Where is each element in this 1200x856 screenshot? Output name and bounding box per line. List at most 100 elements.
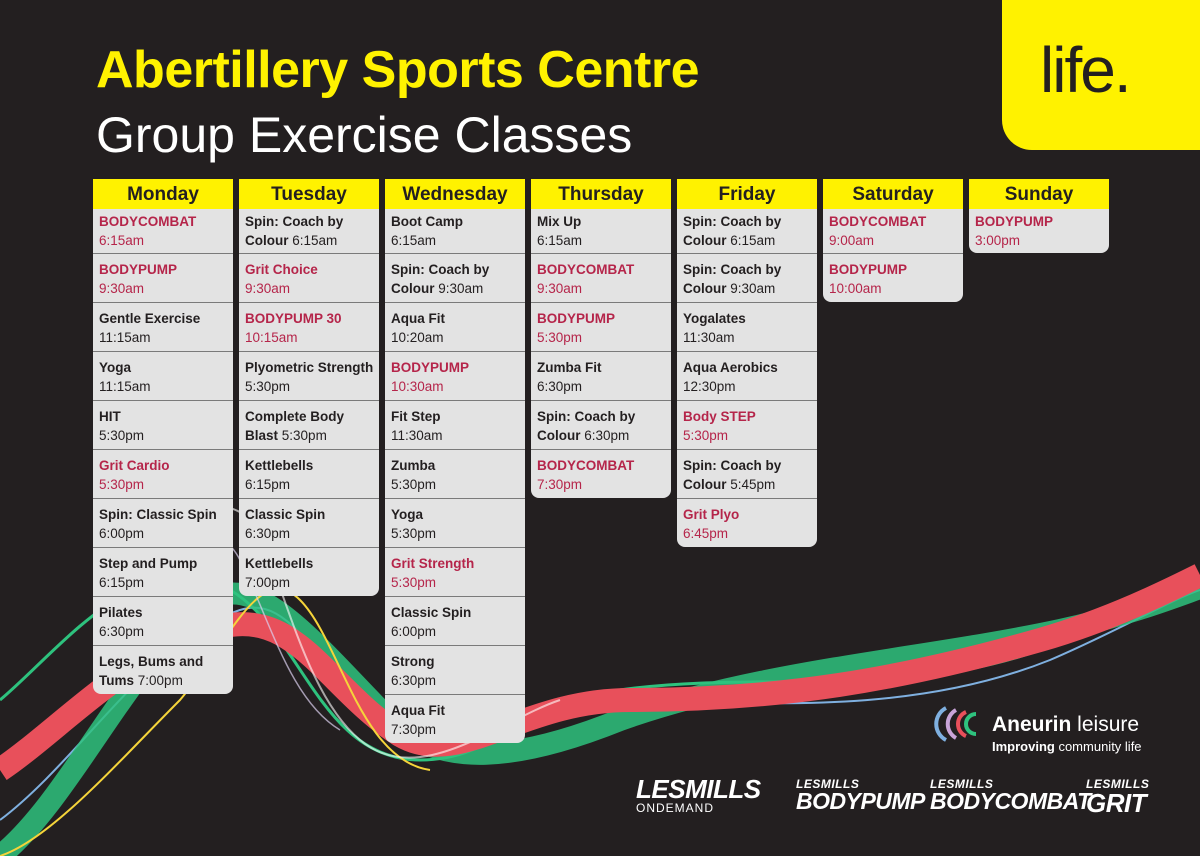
class-entry: BODYPUMP 9:30am — [93, 253, 233, 302]
class-entry: Aqua Aerobics 12:30pm — [677, 351, 817, 400]
class-time: 9:30am — [438, 281, 484, 296]
lesmills-grit-logo: LESMILLS GRIT — [1086, 777, 1150, 818]
class-time: 12:30pm — [683, 379, 736, 394]
class-entry: Spin: Classic Spin 6:00pm — [93, 498, 233, 547]
class-entry: Gentle Exercise 11:15am — [93, 302, 233, 351]
class-name: Zumba — [391, 458, 436, 473]
class-name: BODYPUMP 30 — [245, 311, 342, 326]
day-column-thursday: Thursday Mix Up 6:15am BODYCOMBAT 9:30am BO… — [531, 179, 671, 498]
class-entry: Spin: Coach by Colour 5:45pm — [677, 449, 817, 498]
day-header: Friday — [677, 179, 817, 209]
class-time: 5:30pm — [683, 428, 729, 443]
class-entry: Fit Step 11:30am — [385, 400, 525, 449]
class-name: Grit Cardio — [99, 458, 170, 473]
class-entry: BODYPUMP 3:00pm — [969, 209, 1109, 253]
class-time: 5:30pm — [391, 575, 437, 590]
class-time: 9:30am — [537, 281, 583, 296]
class-time: 10:30am — [391, 379, 444, 394]
class-name: HIT — [99, 409, 121, 424]
class-time: 6:15am — [730, 233, 776, 248]
class-entry: Complete Body Blast 5:30pm — [239, 400, 379, 449]
class-name: Kettlebells — [245, 458, 314, 473]
day-column-saturday: Saturday BODYCOMBAT 9:00am BODYPUMP 10:00a… — [823, 179, 963, 302]
class-name: Grit Choice — [245, 262, 318, 277]
class-time: 6:30pm — [245, 526, 291, 541]
class-entry: Plyometric Strength 5:30pm — [239, 351, 379, 400]
day-column-wednesday: Wednesday Boot Camp 6:15am Spin: Coach by … — [385, 179, 525, 743]
class-entry: Strong 6:30pm — [385, 645, 525, 694]
class-time: 5:30pm — [537, 330, 583, 345]
class-name: BODYPUMP — [829, 262, 908, 277]
class-list: BODYCOMBAT 6:15am BODYPUMP 9:30am Gentle E… — [93, 209, 233, 694]
class-time: 7:00pm — [137, 673, 183, 688]
class-entry: Step and Pump 6:15pm — [93, 547, 233, 596]
class-time: 5:30pm — [391, 477, 437, 492]
day-header: Saturday — [823, 179, 963, 209]
class-time: 6:30pm — [537, 379, 583, 394]
day-column-monday: Monday BODYCOMBAT 6:15am BODYPUMP 9:30am Ge… — [93, 179, 233, 694]
day-column-sunday: Sunday BODYPUMP 3:00pm — [969, 179, 1109, 253]
class-list: BODYPUMP 3:00pm — [969, 209, 1109, 253]
class-time: 10:20am — [391, 330, 444, 345]
class-name: Pilates — [99, 605, 143, 620]
class-entry: Kettlebells 6:15pm — [239, 449, 379, 498]
class-name: Yogalates — [683, 311, 746, 326]
class-name: BODYPUMP — [537, 311, 616, 326]
class-name: Gentle Exercise — [99, 311, 201, 326]
class-time: 6:15am — [99, 233, 145, 248]
class-name: Boot Camp — [391, 214, 463, 229]
life-logo-text: life. — [1040, 34, 1132, 106]
class-name: Zumba Fit — [537, 360, 602, 375]
class-name: BODYPUMP — [391, 360, 470, 375]
class-name: Mix Up — [537, 214, 582, 229]
class-list: Boot Camp 6:15am Spin: Coach by Colour 9:… — [385, 209, 525, 743]
class-entry: HIT 5:30pm — [93, 400, 233, 449]
class-name: Yoga — [99, 360, 132, 375]
class-name: Step and Pump — [99, 556, 198, 571]
class-time: 6:15pm — [99, 575, 145, 590]
class-time: 7:30pm — [391, 722, 437, 737]
class-time: 6:15am — [537, 233, 583, 248]
class-entry: Spin: Coach by Colour 6:30pm — [531, 400, 671, 449]
class-time: 5:30pm — [99, 428, 145, 443]
class-name: Legs, Bums and Tums — [99, 654, 204, 688]
page-title: Abertillery Sports Centre — [96, 41, 700, 99]
day-header: Tuesday — [239, 179, 379, 209]
class-time: 9:30am — [99, 281, 145, 296]
class-entry: Zumba 5:30pm — [385, 449, 525, 498]
class-name: BODYPUMP — [975, 214, 1054, 229]
class-name: Fit Step — [391, 409, 441, 424]
class-name: Spin: Coach by Colour — [683, 262, 782, 296]
class-entry: Spin: Coach by Colour 9:30am — [385, 253, 525, 302]
class-time: 10:00am — [829, 281, 882, 296]
day-column-tuesday: Tuesday Spin: Coach by Colour 6:15am Grit … — [239, 179, 379, 596]
class-time: 11:30am — [391, 428, 443, 443]
class-entry: BODYPUMP 5:30pm — [531, 302, 671, 351]
class-time: 5:30pm — [391, 526, 437, 541]
class-time: 6:00pm — [99, 526, 145, 541]
class-entry: Yoga 5:30pm — [385, 498, 525, 547]
class-entry: Yogalates 11:30am — [677, 302, 817, 351]
class-time: 11:30am — [683, 330, 735, 345]
class-time: 6:45pm — [683, 526, 729, 541]
class-list: Spin: Coach by Colour 6:15am Grit Choice … — [239, 209, 379, 596]
class-time: 5:30pm — [245, 379, 291, 394]
aneurin-leisure-logo: Aneurin leisure Improving community life — [932, 702, 1172, 762]
class-entry: Yoga 11:15am — [93, 351, 233, 400]
class-entry: Grit Strength 5:30pm — [385, 547, 525, 596]
class-name: Classic Spin — [245, 507, 326, 522]
class-entry: Spin: Coach by Colour 6:15am — [239, 209, 379, 253]
day-header: Sunday — [969, 179, 1109, 209]
class-name: Spin: Coach by Colour — [391, 262, 490, 296]
class-time: 6:30pm — [584, 428, 630, 443]
class-entry: Grit Choice 9:30am — [239, 253, 379, 302]
aneurin-arcs-icon — [934, 706, 977, 742]
class-entry: Zumba Fit 6:30pm — [531, 351, 671, 400]
class-name: BODYCOMBAT — [829, 214, 927, 229]
class-entry: BODYCOMBAT 6:15am — [93, 209, 233, 253]
day-column-friday: Friday Spin: Coach by Colour 6:15am Spin: … — [677, 179, 817, 547]
class-entry: BODYPUMP 10:00am — [823, 253, 963, 302]
class-time: 9:30am — [730, 281, 776, 296]
class-name: BODYCOMBAT — [537, 458, 635, 473]
life-logo: life. — [1002, 0, 1200, 150]
